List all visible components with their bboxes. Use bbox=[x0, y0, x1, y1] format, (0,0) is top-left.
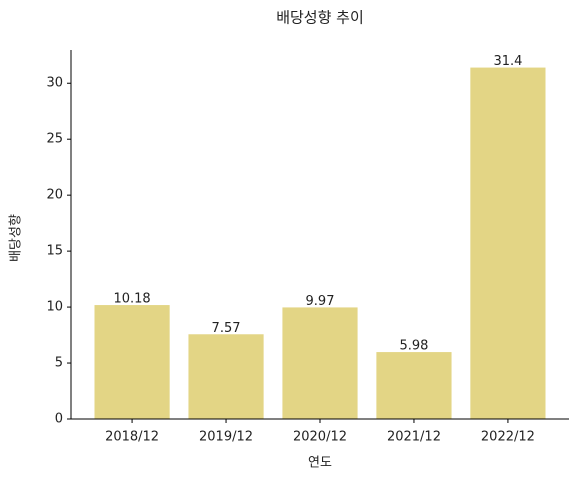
value-label: 5.98 bbox=[399, 339, 428, 354]
y-tick-label: 15 bbox=[46, 244, 63, 259]
chart-title: 배당성향 추이 bbox=[276, 9, 364, 27]
y-tick-label: 0 bbox=[55, 412, 63, 427]
x-tick-label: 2021/12 bbox=[387, 430, 441, 445]
value-label: 31.4 bbox=[493, 54, 522, 69]
y-tick-label: 30 bbox=[46, 76, 63, 91]
y-tick-label: 20 bbox=[46, 188, 63, 203]
x-tick-label: 2022/12 bbox=[481, 430, 535, 445]
bar bbox=[470, 67, 546, 420]
x-tick-label: 2020/12 bbox=[293, 430, 347, 445]
x-tick-label: 2018/12 bbox=[105, 430, 159, 445]
y-tick-label: 25 bbox=[46, 132, 63, 147]
x-tick-label: 2019/12 bbox=[199, 430, 253, 445]
bar bbox=[376, 352, 452, 419]
y-tick-label: 10 bbox=[46, 300, 63, 315]
value-label: 9.97 bbox=[306, 294, 335, 309]
y-axis-label: 배당성향 bbox=[9, 214, 24, 262]
bar bbox=[94, 305, 170, 419]
bar bbox=[188, 334, 264, 419]
value-label: 10.18 bbox=[113, 292, 150, 307]
x-axis-label: 연도 bbox=[308, 456, 332, 471]
y-tick-label: 5 bbox=[55, 356, 63, 371]
bar bbox=[282, 307, 358, 419]
value-label: 7.57 bbox=[212, 321, 241, 336]
